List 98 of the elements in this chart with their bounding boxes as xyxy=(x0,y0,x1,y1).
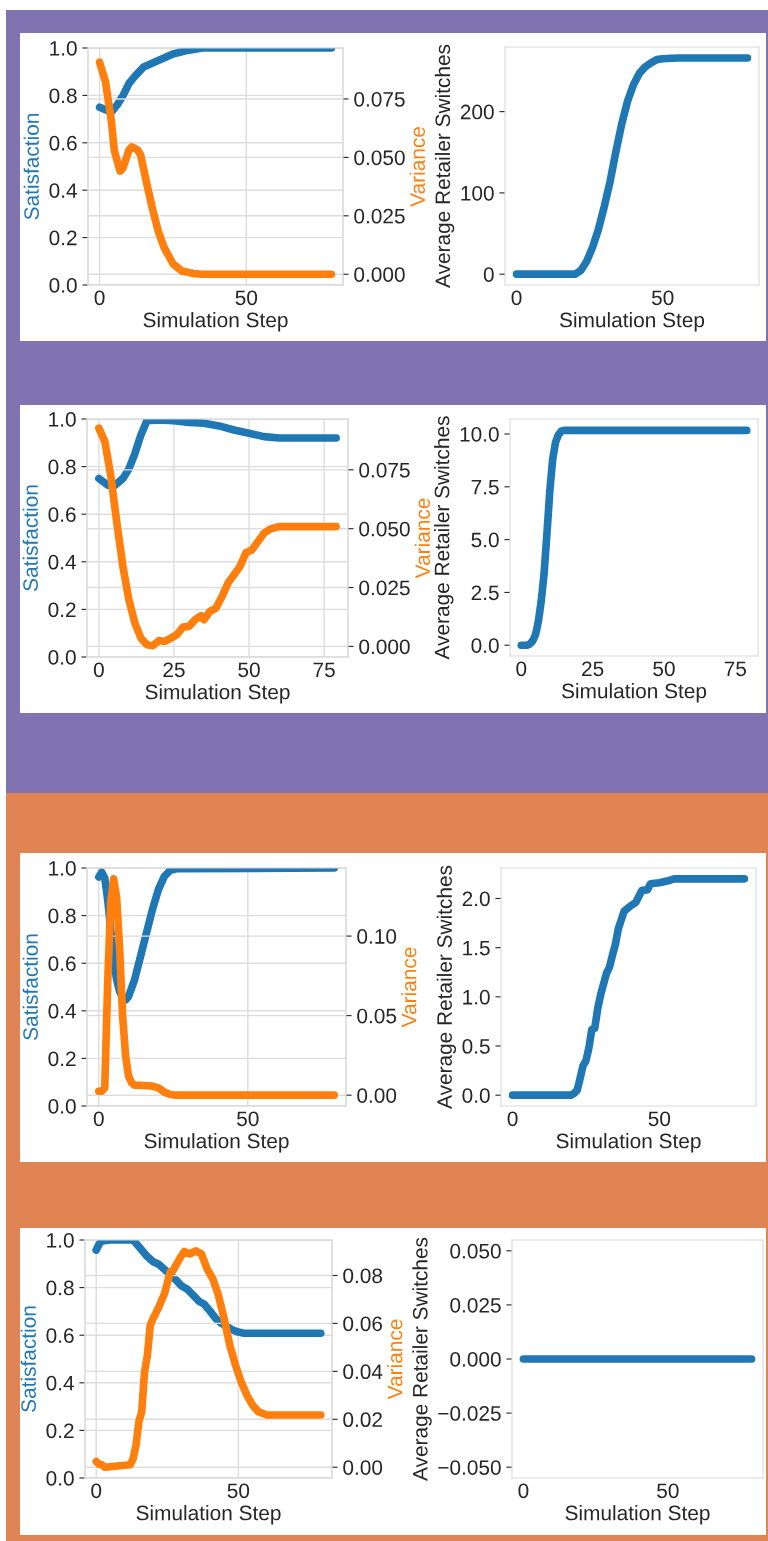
x-axis-title: Simulation Step xyxy=(561,683,707,703)
y-tick-label: 0.0 xyxy=(48,1099,76,1114)
y-tick-label: 10.0 xyxy=(460,427,499,442)
y2-tick-label: 0.000 xyxy=(354,267,405,282)
y-tick-label: 200 xyxy=(460,104,494,120)
x-tick-label: 0 xyxy=(511,290,522,306)
y-axis-title: Average Retailer Switches xyxy=(434,44,455,288)
y-tick-label: 0.2 xyxy=(48,1051,76,1067)
y-tick-label: 2.5 xyxy=(471,585,499,601)
y-axis-title: Average Retailer Switches xyxy=(412,1237,432,1481)
y-tick-label: 1.0 xyxy=(47,1233,74,1248)
y2-tick-label: 0.025 xyxy=(359,580,410,596)
y2-tick-label: 0.02 xyxy=(343,1412,382,1428)
y-tick-label: 0.0 xyxy=(49,278,77,293)
y-tick-label: 0.6 xyxy=(46,1328,74,1343)
x-tick-label: 50 xyxy=(235,290,258,306)
y-tick-label: 0.050 xyxy=(450,1243,501,1259)
y-axis-title: Satisfaction xyxy=(20,1306,36,1412)
y-axis-title: Average Retailer Switches xyxy=(434,416,454,660)
x-tick-label: 0 xyxy=(93,662,104,678)
y2-axis-title: Variance xyxy=(401,947,417,1028)
x-tick-label: 50 xyxy=(238,662,260,678)
x-axis-title: Simulation Step xyxy=(559,312,705,332)
y-tick-label: 0.0 xyxy=(48,650,76,665)
y-tick-label: 0.8 xyxy=(46,1280,74,1296)
y-tick-label: 0.0 xyxy=(471,638,499,653)
y-tick-label: 2.0 xyxy=(462,891,490,907)
y-tick-label: 0.4 xyxy=(48,554,76,570)
x-tick-label: 25 xyxy=(582,661,604,677)
y-tick-label: 1.5 xyxy=(463,940,490,956)
x-tick-label: 75 xyxy=(313,662,335,678)
y-tick-label: 100 xyxy=(461,185,494,201)
y2-tick-label: 0.050 xyxy=(359,521,410,537)
y-tick-label: 0.8 xyxy=(48,908,76,924)
y-tick-label: 0.8 xyxy=(48,459,76,475)
x-tick-label: 50 xyxy=(653,661,675,677)
x-tick-label: 50 xyxy=(651,290,674,306)
x-tick-label: 0 xyxy=(507,1111,518,1127)
y-tick-label: 0.2 xyxy=(46,1423,74,1439)
y2-tick-label: 0.10 xyxy=(357,929,397,944)
y-tick-label: 1.0 xyxy=(50,41,77,56)
y-tick-label: 0.6 xyxy=(49,135,77,151)
x-tick-label: 0 xyxy=(94,290,105,306)
y-tick-label: 0.4 xyxy=(46,1375,74,1391)
y-tick-label: 0.6 xyxy=(48,956,76,971)
x-tick-label: 0 xyxy=(516,661,527,677)
y-tick-label: 0.2 xyxy=(49,230,77,246)
y2-tick-label: 0.08 xyxy=(343,1268,383,1284)
y-tick-label: 1.0 xyxy=(49,861,76,876)
y-tick-label: 0.0 xyxy=(462,1088,490,1103)
y-tick-label: 1.0 xyxy=(49,412,76,427)
y2-tick-label: 0.04 xyxy=(343,1364,383,1380)
y2-tick-label: 0.025 xyxy=(354,208,405,224)
y-tick-label: 0.6 xyxy=(48,507,76,522)
x-tick-label: 75 xyxy=(724,661,747,677)
x-axis-title: Simulation Step xyxy=(556,1133,701,1153)
y-tick-label: 0.2 xyxy=(48,602,76,618)
y2-axis-title: Variance xyxy=(409,127,426,207)
y2-tick-label: 0.05 xyxy=(357,1008,397,1024)
y-tick-label: 0.4 xyxy=(49,183,77,198)
x-tick-label: 50 xyxy=(227,1483,250,1499)
x-axis-title: Simulation Step xyxy=(144,1133,289,1153)
y-tick-label: 1.0 xyxy=(463,989,490,1005)
y2-tick-label: 0.000 xyxy=(359,639,410,655)
y-tick-label: −0.050 xyxy=(438,1460,501,1475)
y-axis-title: Satisfaction xyxy=(22,934,38,1040)
y-tick-label: 0.4 xyxy=(48,1003,76,1019)
y2-axis-title: Variance xyxy=(414,498,431,579)
y-tick-label: 7.5 xyxy=(471,480,499,495)
y-tick-label: 0.025 xyxy=(450,1297,501,1313)
y-axis-title: Satisfaction xyxy=(23,114,39,220)
x-axis-title: Simulation Step xyxy=(145,684,290,704)
x-tick-label: 0 xyxy=(93,1111,104,1127)
y2-tick-label: 0.075 xyxy=(359,462,410,478)
x-tick-label: 50 xyxy=(237,1111,259,1127)
x-tick-label: 25 xyxy=(163,662,185,678)
y2-tick-label: 0.06 xyxy=(343,1316,383,1332)
y2-tick-label: 0.00 xyxy=(357,1088,397,1103)
y2-tick-label: 0.075 xyxy=(354,91,405,107)
x-tick-label: 50 xyxy=(657,1483,679,1499)
x-axis-title: Simulation Step xyxy=(565,1505,710,1525)
y-tick-label: 0.5 xyxy=(462,1039,490,1054)
y-tick-label: −0.025 xyxy=(438,1406,501,1421)
y-axis-title: Average Retailer Switches xyxy=(436,865,457,1109)
y-axis-title: Satisfaction xyxy=(22,485,38,591)
x-tick-label: 50 xyxy=(648,1111,671,1127)
x-tick-label: 0 xyxy=(518,1483,529,1499)
y-tick-label: 0.000 xyxy=(450,1352,501,1367)
x-axis-title: Simulation Step xyxy=(136,1505,281,1525)
y-tick-label: 5.0 xyxy=(471,532,499,548)
y-tick-label: 0.8 xyxy=(49,88,77,104)
y-tick-label: 0 xyxy=(483,267,494,282)
y-tick-label: 0.0 xyxy=(46,1471,74,1486)
x-axis-title: Simulation Step xyxy=(143,312,288,332)
y2-axis-title: Variance xyxy=(387,1319,403,1400)
x-tick-label: 0 xyxy=(91,1483,102,1499)
y2-tick-label: 0.050 xyxy=(354,150,405,166)
y2-tick-label: 0.00 xyxy=(343,1460,383,1475)
